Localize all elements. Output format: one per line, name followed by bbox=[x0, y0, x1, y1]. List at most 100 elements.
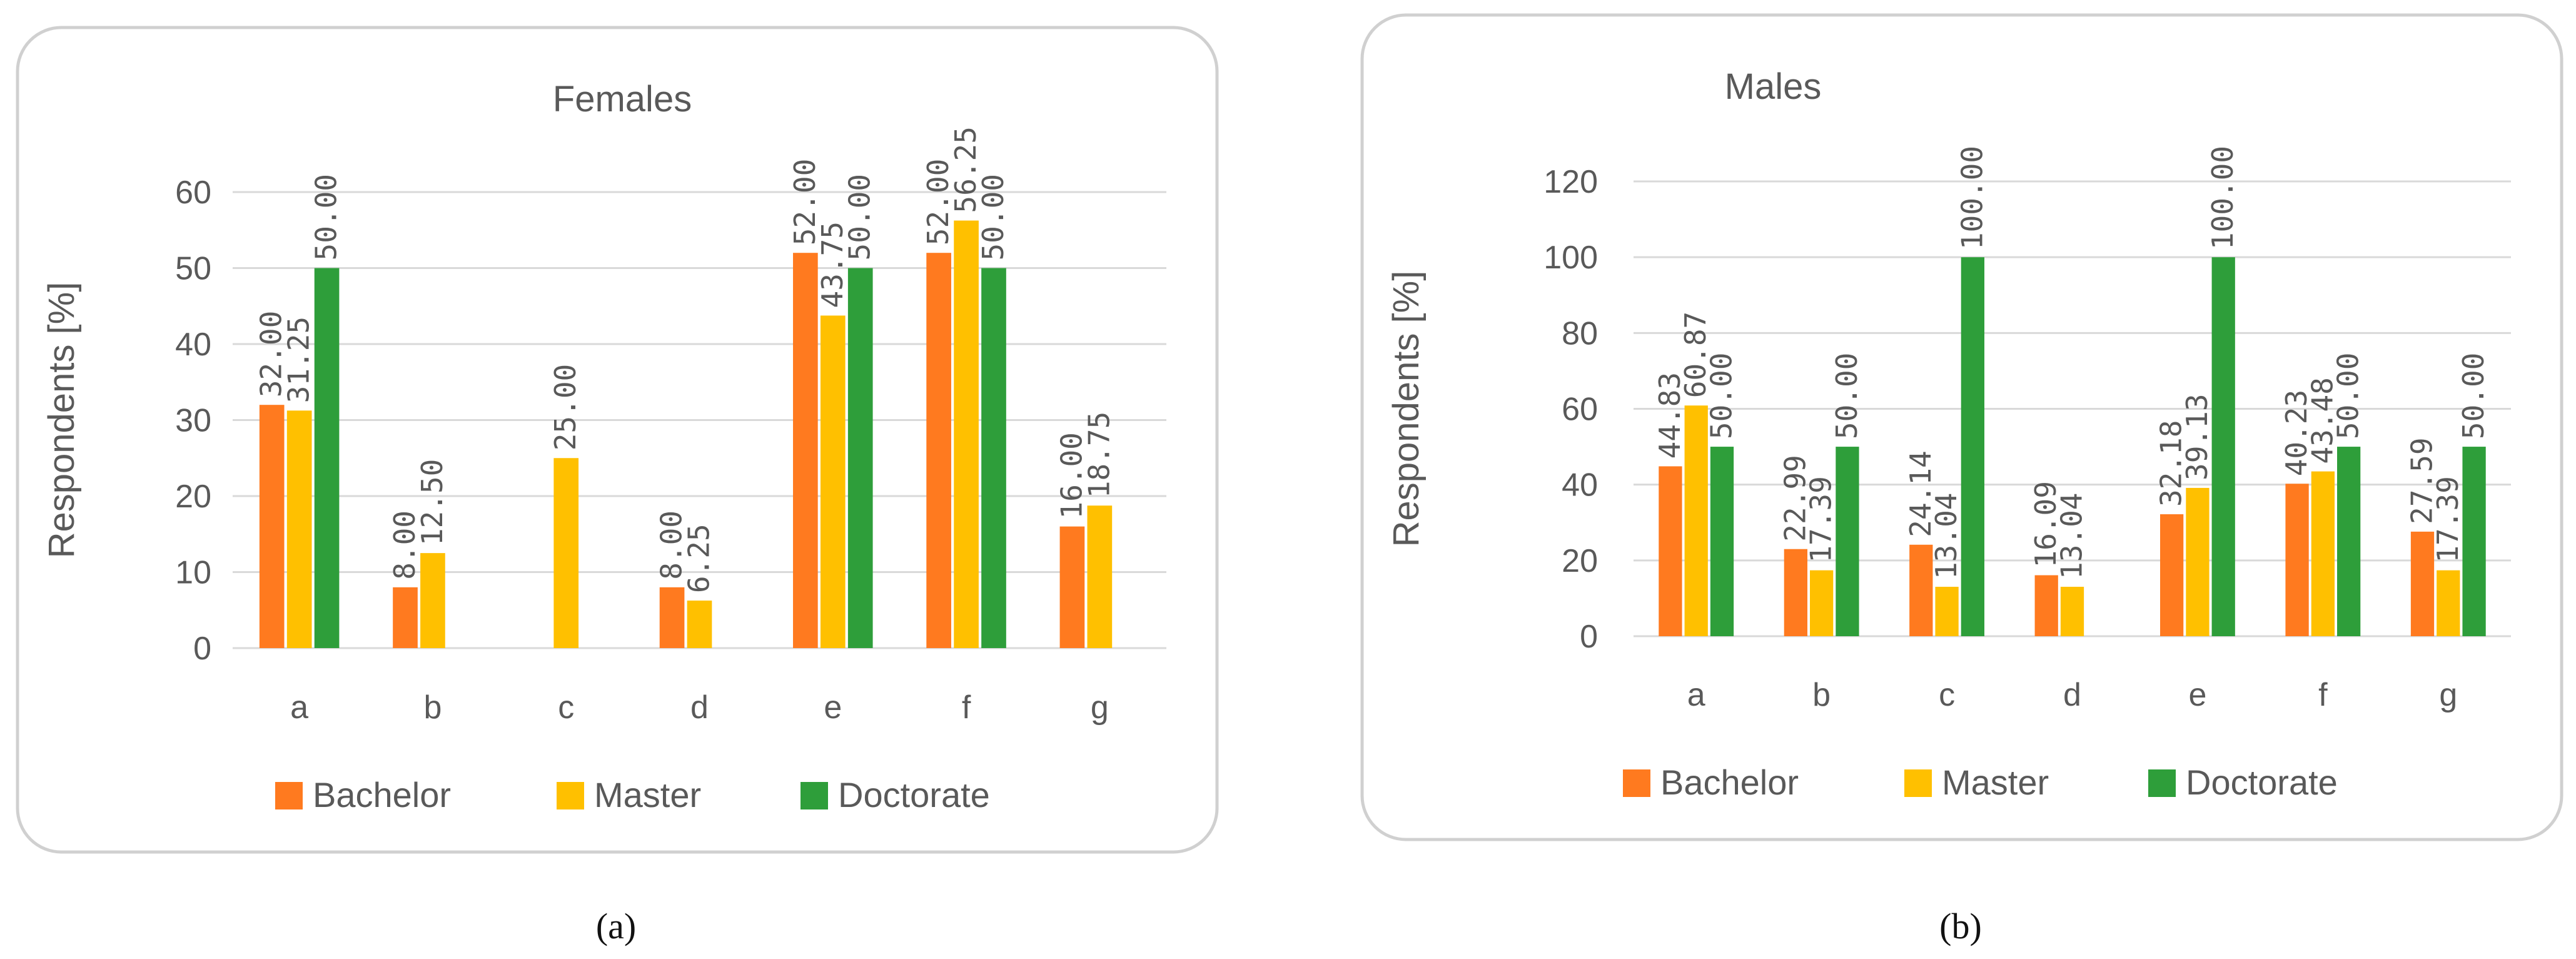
x-tick-label: c bbox=[558, 689, 574, 726]
bar-doctorate-c bbox=[1961, 257, 1984, 637]
bar-bachelor-d bbox=[659, 587, 685, 648]
bar-master-f bbox=[2311, 471, 2335, 636]
bar-doctorate-a bbox=[1710, 447, 1734, 636]
y-tick-label: 60 bbox=[1562, 392, 1598, 428]
chart-title: Males bbox=[1725, 66, 1822, 107]
data-label: 22.99 bbox=[1778, 455, 1812, 541]
chart-title: Females bbox=[553, 79, 692, 119]
data-label: 50.00 bbox=[2457, 353, 2490, 439]
x-tick-label: g bbox=[2439, 677, 2457, 713]
data-label: 25.00 bbox=[548, 364, 582, 450]
x-tick-label: b bbox=[423, 689, 442, 726]
data-label: 13.04 bbox=[1929, 493, 1963, 579]
data-label: 17.39 bbox=[2431, 476, 2465, 562]
y-tick-label: 50 bbox=[175, 251, 211, 287]
x-tick-label: d bbox=[690, 689, 709, 726]
data-label: 60.87 bbox=[1679, 312, 1712, 398]
bar-master-a bbox=[286, 410, 312, 648]
bar-master-f bbox=[954, 220, 979, 648]
data-label: 18.75 bbox=[1082, 412, 1116, 498]
legend-swatch-master bbox=[1904, 769, 1932, 797]
data-label: 16.00 bbox=[1054, 432, 1088, 519]
bar-master-g bbox=[2437, 570, 2460, 636]
x-tick-label: a bbox=[290, 689, 308, 726]
y-tick-label: 0 bbox=[193, 631, 211, 667]
x-tick-label: a bbox=[1687, 677, 1705, 713]
x-tick-label: e bbox=[2188, 677, 2206, 713]
data-label: 31.25 bbox=[282, 317, 316, 403]
data-label: 50.00 bbox=[2331, 353, 2365, 439]
data-label: 43.75 bbox=[816, 221, 849, 308]
x-tick-label: g bbox=[1091, 689, 1109, 726]
bar-bachelor-f bbox=[2285, 484, 2309, 636]
data-label: 50.00 bbox=[1830, 353, 1864, 439]
panel-a-frame bbox=[16, 26, 1219, 854]
data-label: 32.00 bbox=[255, 311, 288, 397]
data-label: 27.59 bbox=[2405, 437, 2438, 524]
y-tick-label: 20 bbox=[1562, 543, 1598, 579]
data-label: 50.00 bbox=[843, 174, 877, 260]
legend-swatch-bachelor bbox=[1623, 769, 1650, 797]
bar-master-a bbox=[1684, 405, 1708, 636]
bar-master-c bbox=[553, 458, 579, 648]
bar-doctorate-f bbox=[981, 268, 1006, 648]
data-label: 52.00 bbox=[921, 159, 955, 245]
y-tick-label: 60 bbox=[175, 175, 211, 211]
data-label: 40.23 bbox=[2280, 390, 2313, 476]
bar-doctorate-e bbox=[2211, 257, 2235, 637]
y-tick-label: 20 bbox=[175, 479, 211, 515]
legend-swatch-bachelor bbox=[275, 782, 303, 809]
y-tick-label: 120 bbox=[1543, 164, 1598, 200]
bar-master-e bbox=[2186, 487, 2210, 636]
legend-swatch-doctorate bbox=[2148, 769, 2176, 797]
x-tick-label: b bbox=[1812, 677, 1831, 713]
bar-master-d bbox=[2060, 586, 2084, 636]
data-label: 12.50 bbox=[415, 459, 449, 545]
bar-doctorate-b bbox=[1836, 447, 1859, 636]
data-label: 8.00 bbox=[388, 510, 422, 580]
data-label: 8.00 bbox=[655, 510, 689, 580]
bar-master-g bbox=[1087, 505, 1113, 648]
y-tick-label: 80 bbox=[1562, 315, 1598, 352]
bar-bachelor-f bbox=[926, 253, 951, 648]
chart-females: Females 0 10 20 30 40 50 60 Respondents [%] a 32.0… bbox=[41, 79, 1166, 814]
chart-males: Males 0 20 40 60 80 100 120 Respondents [%] a 44.8… bbox=[1386, 66, 2511, 802]
data-label: 50.00 bbox=[310, 174, 343, 260]
bar-doctorate-f bbox=[2337, 447, 2361, 636]
bar-master-d bbox=[687, 601, 712, 648]
data-label: 17.39 bbox=[1804, 476, 1838, 562]
bar-doctorate-e bbox=[847, 268, 873, 648]
bar-master-b bbox=[1810, 570, 1834, 636]
x-tick-label: f bbox=[2318, 677, 2328, 713]
y-tick-label: 0 bbox=[1580, 619, 1598, 655]
y-axis-label: Respondents [%] bbox=[41, 282, 82, 559]
data-label: 13.04 bbox=[2055, 493, 2089, 579]
x-tick-label: c bbox=[1939, 677, 1955, 713]
y-axis-label: Respondents [%] bbox=[1386, 271, 1427, 547]
data-label: 44.83 bbox=[1653, 372, 1687, 459]
y-tick-label: 40 bbox=[1562, 467, 1598, 504]
legend-label-bachelor: Bachelor bbox=[1660, 763, 1799, 802]
data-label: 16.09 bbox=[2029, 481, 2063, 567]
bar-bachelor-c bbox=[1909, 544, 1933, 636]
data-label: 100.00 bbox=[1955, 146, 1989, 250]
legend-swatch-master bbox=[557, 782, 584, 809]
bar-bachelor-a bbox=[1659, 466, 1682, 636]
bar-doctorate-g bbox=[2462, 447, 2486, 636]
data-label: 50.00 bbox=[1705, 353, 1739, 439]
data-label: 43.48 bbox=[2305, 377, 2339, 464]
bar-master-c bbox=[1935, 586, 1959, 636]
legend-label-bachelor: Bachelor bbox=[313, 775, 451, 814]
legend-label-master: Master bbox=[594, 775, 701, 814]
data-label: 6.25 bbox=[682, 524, 716, 593]
bar-bachelor-d bbox=[2034, 575, 2058, 636]
caption-a: (a) bbox=[596, 906, 636, 946]
y-tick-label: 30 bbox=[175, 403, 211, 439]
data-label: 24.14 bbox=[1904, 450, 1937, 537]
legend-label-master: Master bbox=[1942, 763, 2049, 802]
bar-master-b bbox=[420, 553, 445, 648]
bar-bachelor-g bbox=[2410, 531, 2435, 636]
legend-label-doctorate: Doctorate bbox=[838, 775, 990, 814]
x-tick-label: f bbox=[962, 689, 971, 726]
